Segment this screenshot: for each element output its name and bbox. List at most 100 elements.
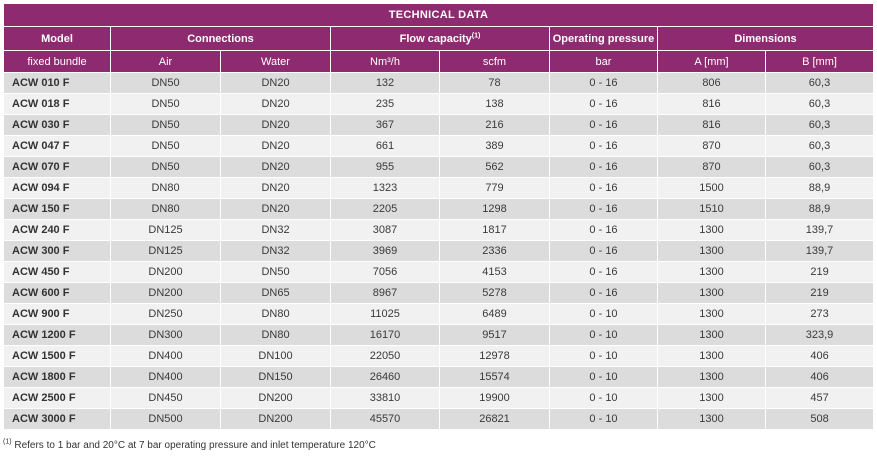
cell-air: DN500: [110, 408, 221, 430]
cell-b: 406: [764, 345, 875, 367]
cell-scfm: 389: [439, 135, 550, 157]
cell-a: 1300: [657, 240, 766, 262]
header-flow-capacity-label: Flow capacity: [399, 32, 472, 45]
cell-nm3h: 16170: [330, 324, 440, 346]
cell-a: 1300: [657, 408, 766, 430]
cell-water: DN20: [220, 93, 331, 115]
cell-water: DN20: [220, 135, 331, 157]
cell-b: 406: [764, 366, 875, 388]
cell-scfm: 1298: [439, 198, 550, 220]
cell-model: ACW 600 F: [3, 282, 111, 304]
table-row: ACW 030 F DN50 DN20 367 216 0 - 16 816 6…: [3, 114, 875, 136]
cell-scfm: 15574: [439, 366, 550, 388]
cell-water: DN200: [220, 387, 331, 409]
cell-a: 870: [657, 135, 766, 157]
cell-b: 60,3: [764, 156, 875, 178]
table-row: ACW 600 F DN200 DN65 8967 5278 0 - 16 13…: [3, 282, 875, 304]
subheader-fixed-bundle: fixed bundle: [3, 50, 111, 73]
cell-model: ACW 094 F: [3, 177, 111, 199]
footnote-marker: (1): [3, 438, 12, 446]
cell-a: 1300: [657, 282, 766, 304]
table-row: ACW 3000 F DN500 DN200 45570 26821 0 - 1…: [3, 408, 875, 430]
table-body: ACW 010 F DN50 DN20 132 78 0 - 16 806 60…: [3, 72, 875, 430]
cell-a: 816: [657, 114, 766, 136]
cell-air: DN300: [110, 324, 221, 346]
header-row: Model Connections Flow capacity(1) Opera…: [3, 26, 875, 51]
header-connections: Connections: [110, 26, 331, 51]
cell-air: DN400: [110, 366, 221, 388]
cell-scfm: 1817: [439, 219, 550, 241]
cell-air: DN200: [110, 261, 221, 283]
cell-air: DN125: [110, 240, 221, 262]
cell-a: 1510: [657, 198, 766, 220]
cell-bar: 0 - 10: [549, 303, 658, 325]
cell-bar: 0 - 16: [549, 72, 658, 94]
cell-scfm: 2336: [439, 240, 550, 262]
technical-data-table: TECHNICAL DATA Model Connections Flow ca…: [2, 3, 875, 430]
cell-bar: 0 - 10: [549, 408, 658, 430]
cell-nm3h: 235: [330, 93, 440, 115]
table-row: ACW 018 F DN50 DN20 235 138 0 - 16 816 6…: [3, 93, 875, 115]
cell-nm3h: 1323: [330, 177, 440, 199]
cell-a: 806: [657, 72, 766, 94]
table-row: ACW 010 F DN50 DN20 132 78 0 - 16 806 60…: [3, 72, 875, 94]
cell-scfm: 779: [439, 177, 550, 199]
header-flow-capacity: Flow capacity(1): [330, 26, 550, 51]
cell-nm3h: 2205: [330, 198, 440, 220]
cell-water: DN32: [220, 219, 331, 241]
cell-b: 88,9: [764, 198, 875, 220]
cell-air: DN200: [110, 282, 221, 304]
cell-model: ACW 240 F: [3, 219, 111, 241]
cell-model: ACW 3000 F: [3, 408, 111, 430]
cell-water: DN100: [220, 345, 331, 367]
cell-scfm: 78: [439, 72, 550, 94]
table-row: ACW 070 F DN50 DN20 955 562 0 - 16 870 6…: [3, 156, 875, 178]
cell-nm3h: 26460: [330, 366, 440, 388]
cell-model: ACW 450 F: [3, 261, 111, 283]
cell-model: ACW 300 F: [3, 240, 111, 262]
cell-air: DN50: [110, 72, 221, 94]
subheader-a-mm: A [mm]: [657, 50, 766, 73]
cell-scfm: 4153: [439, 261, 550, 283]
table-row: ACW 047 F DN50 DN20 661 389 0 - 16 870 6…: [3, 135, 875, 157]
header-flow-footnote-marker: (1): [471, 31, 481, 39]
cell-scfm: 12978: [439, 345, 550, 367]
cell-water: DN200: [220, 408, 331, 430]
cell-nm3h: 3087: [330, 219, 440, 241]
cell-scfm: 19900: [439, 387, 550, 409]
cell-a: 1300: [657, 303, 766, 325]
cell-model: ACW 1500 F: [3, 345, 111, 367]
table-row: ACW 240 F DN125 DN32 3087 1817 0 - 16 13…: [3, 219, 875, 241]
cell-model: ACW 070 F: [3, 156, 111, 178]
cell-water: DN50: [220, 261, 331, 283]
cell-a: 1300: [657, 324, 766, 346]
cell-water: DN20: [220, 177, 331, 199]
cell-nm3h: 367: [330, 114, 440, 136]
cell-nm3h: 45570: [330, 408, 440, 430]
footnote: (1) Refers to 1 bar and 20°C at 7 bar op…: [3, 438, 376, 451]
cell-bar: 0 - 16: [549, 240, 658, 262]
cell-nm3h: 132: [330, 72, 440, 94]
cell-b: 508: [764, 408, 875, 430]
header-operating-pressure: Operating pressure: [549, 26, 658, 51]
cell-air: DN450: [110, 387, 221, 409]
table-row: ACW 900 F DN250 DN80 11025 6489 0 - 10 1…: [3, 303, 875, 325]
cell-scfm: 6489: [439, 303, 550, 325]
cell-bar: 0 - 16: [549, 93, 658, 115]
table-title: TECHNICAL DATA: [2, 3, 875, 27]
cell-air: DN125: [110, 219, 221, 241]
table-row: ACW 1500 F DN400 DN100 22050 12978 0 - 1…: [3, 345, 875, 367]
cell-scfm: 26821: [439, 408, 550, 430]
cell-scfm: 562: [439, 156, 550, 178]
cell-scfm: 9517: [439, 324, 550, 346]
cell-nm3h: 661: [330, 135, 440, 157]
cell-air: DN80: [110, 177, 221, 199]
cell-nm3h: 955: [330, 156, 440, 178]
cell-scfm: 138: [439, 93, 550, 115]
cell-a: 1300: [657, 345, 766, 367]
cell-air: DN400: [110, 345, 221, 367]
cell-model: ACW 1800 F: [3, 366, 111, 388]
cell-water: DN20: [220, 72, 331, 94]
cell-a: 1500: [657, 177, 766, 199]
